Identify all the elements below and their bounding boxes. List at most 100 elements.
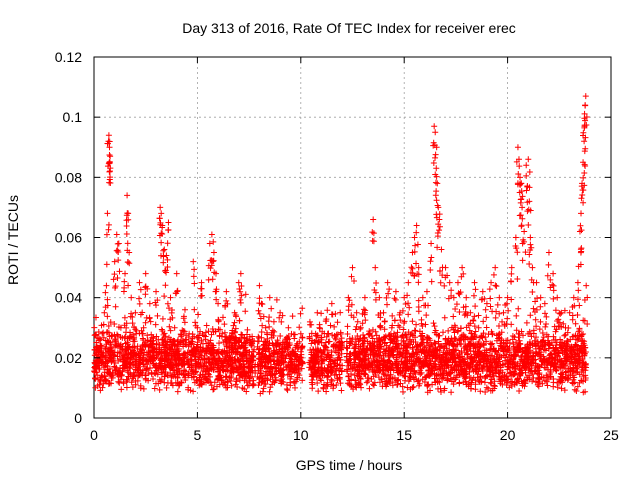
data-point	[310, 373, 317, 380]
data-point	[577, 249, 584, 256]
data-point	[182, 377, 189, 384]
data-point	[271, 347, 278, 354]
data-point	[156, 386, 163, 393]
data-point	[391, 295, 398, 302]
data-point	[109, 332, 116, 339]
data-point	[333, 381, 340, 388]
data-point	[405, 279, 412, 286]
data-point	[262, 370, 269, 377]
data-point	[168, 374, 175, 381]
data-point	[226, 348, 233, 355]
data-point	[454, 279, 461, 286]
data-point	[309, 385, 316, 392]
data-point	[224, 379, 231, 386]
data-point	[369, 237, 376, 244]
data-point	[93, 369, 100, 376]
data-point	[222, 358, 229, 365]
data-point	[371, 286, 378, 293]
data-point	[580, 187, 587, 194]
data-point	[539, 329, 546, 336]
data-point	[238, 343, 245, 350]
data-point	[530, 305, 537, 312]
data-point	[508, 264, 515, 271]
data-point	[167, 327, 174, 334]
data-point	[237, 270, 244, 277]
data-point	[280, 359, 287, 366]
data-point	[111, 321, 118, 328]
data-point	[557, 336, 564, 343]
data-point	[314, 309, 321, 316]
data-point	[269, 327, 276, 334]
data-point	[232, 334, 239, 341]
data-point	[222, 368, 229, 375]
data-point	[197, 285, 204, 292]
data-point	[136, 350, 143, 357]
data-point	[532, 316, 539, 323]
data-point	[148, 331, 155, 338]
data-point	[113, 364, 120, 371]
data-point	[494, 301, 501, 308]
data-point	[373, 280, 380, 287]
data-point	[106, 152, 113, 159]
data-point	[234, 357, 241, 364]
data-point	[380, 309, 387, 316]
data-point	[233, 335, 240, 342]
data-point	[507, 278, 514, 285]
data-point	[579, 192, 586, 199]
data-point	[308, 340, 315, 347]
data-point	[155, 336, 162, 343]
data-point	[195, 311, 202, 318]
data-point	[152, 370, 159, 377]
data-point	[224, 341, 231, 348]
data-point	[150, 375, 157, 382]
data-point	[581, 170, 588, 177]
data-point	[106, 168, 113, 175]
data-point	[391, 317, 398, 324]
data-point	[550, 287, 557, 294]
data-point	[370, 216, 377, 223]
data-point	[480, 318, 487, 325]
data-point	[125, 351, 132, 358]
data-point	[205, 276, 212, 283]
data-point	[249, 340, 256, 347]
data-point	[146, 314, 153, 321]
data-point	[268, 371, 275, 378]
data-point	[169, 314, 176, 321]
data-point	[530, 327, 537, 334]
data-point	[205, 328, 212, 335]
data-point	[249, 380, 256, 387]
data-point	[140, 356, 147, 363]
data-point	[514, 144, 521, 151]
data-point	[495, 323, 502, 330]
data-point	[437, 388, 444, 395]
data-point	[135, 361, 142, 368]
data-point	[250, 357, 257, 364]
data-point	[576, 302, 583, 309]
data-point	[216, 326, 223, 333]
data-point	[152, 302, 159, 309]
data-point	[209, 276, 216, 283]
data-point	[226, 361, 233, 368]
data-point	[249, 353, 256, 360]
data-point	[130, 338, 137, 345]
data-point	[261, 341, 268, 348]
data-point	[237, 296, 244, 303]
data-point	[578, 227, 585, 234]
data-point	[246, 375, 253, 382]
data-point	[446, 279, 453, 286]
data-point	[167, 294, 174, 301]
x-tick-label: 0	[90, 427, 98, 443]
data-point	[178, 331, 185, 338]
data-point	[260, 385, 267, 392]
data-point	[527, 241, 534, 248]
data-point	[570, 294, 577, 301]
data-point	[513, 327, 520, 334]
data-point	[545, 261, 552, 268]
data-point	[188, 357, 195, 364]
data-point	[343, 344, 350, 351]
data-point	[96, 335, 103, 342]
data-point	[96, 366, 103, 373]
data-point	[470, 292, 477, 299]
data-point	[121, 278, 128, 285]
data-point	[162, 344, 169, 351]
